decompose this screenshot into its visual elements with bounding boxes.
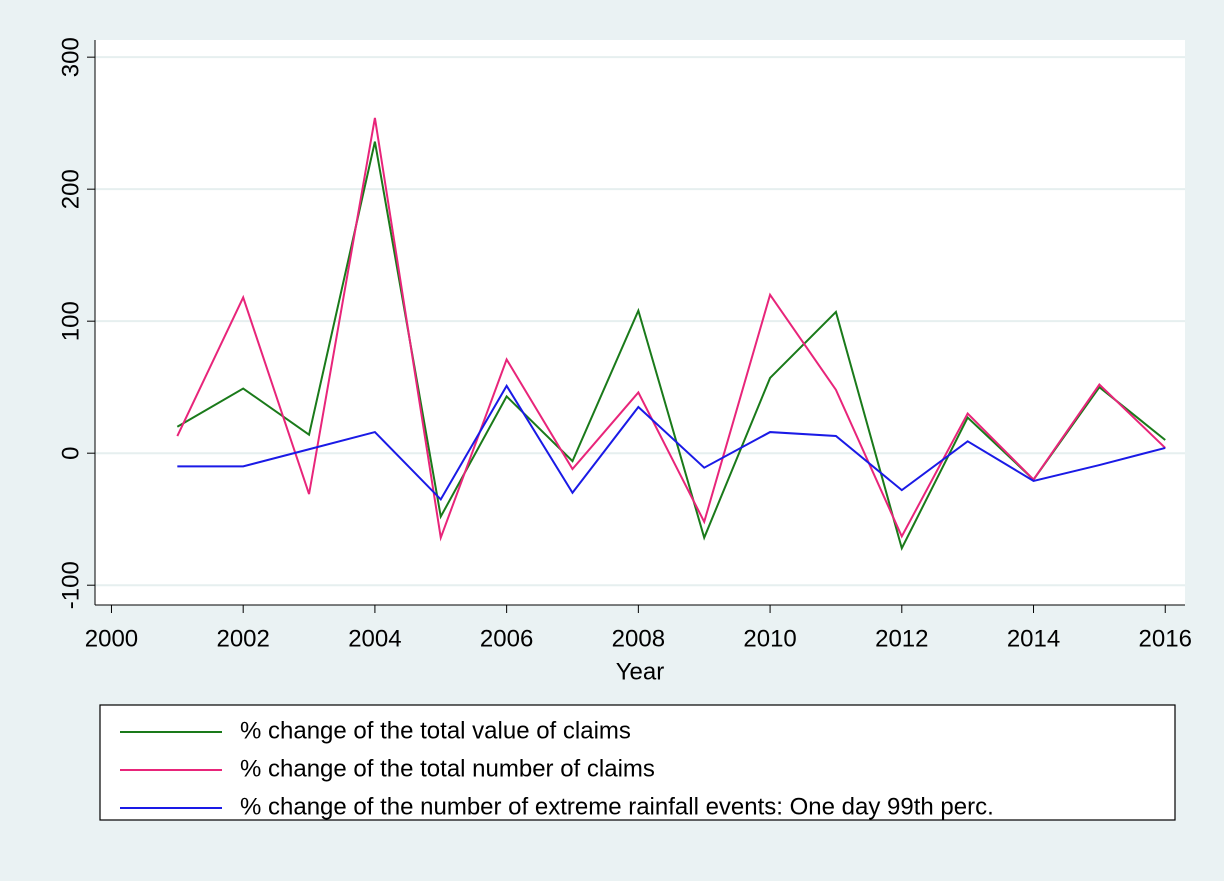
series-line <box>177 383 1166 502</box>
y-tick-label: 200 <box>57 169 84 209</box>
plot-area <box>95 40 1185 605</box>
series-line <box>176 141 1166 551</box>
x-tick-label: 2010 <box>743 625 796 652</box>
x-tick-label: 2004 <box>348 625 401 652</box>
series-line <box>176 117 1166 542</box>
y-tick-label: 0 <box>57 447 84 460</box>
x-tick-label: 2016 <box>1139 625 1192 652</box>
x-tick-label: 2008 <box>612 625 665 652</box>
legend <box>99 704 1176 821</box>
y-tick-label: 300 <box>57 37 84 77</box>
x-tick-label: 2012 <box>875 625 928 652</box>
legend-label: % change of the number of extreme rainfa… <box>240 793 994 820</box>
y-tick-label: 100 <box>57 301 84 341</box>
x-tick-label: 2006 <box>480 625 533 652</box>
x-tick-label: 2000 <box>85 625 138 652</box>
x-tick-label: 2014 <box>1007 625 1060 652</box>
x-axis-title: Year <box>616 658 665 685</box>
legend-label: % change of the total value of claims <box>240 717 631 744</box>
y-tick-label: -100 <box>57 561 84 609</box>
legend-label: % change of the total number of claims <box>240 755 655 782</box>
x-tick-label: 2002 <box>216 625 269 652</box>
